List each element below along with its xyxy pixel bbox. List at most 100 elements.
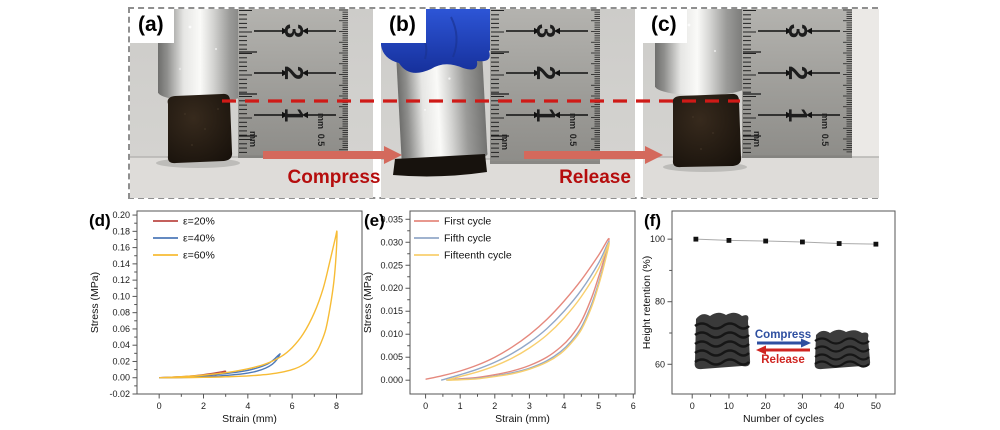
photo-panel-a: 3 2 1 mm mm 0.5 (a) — [130, 9, 373, 198]
ruler-mm-label-right: mm — [568, 113, 578, 129]
ruler-ticks — [239, 9, 348, 153]
photo-b-illustration: 3 2 1 mm mm 0.5 — [381, 9, 635, 198]
svg-text:0.04: 0.04 — [112, 340, 130, 350]
svg-text:6: 6 — [290, 401, 295, 411]
svg-text:0.20: 0.20 — [112, 210, 130, 220]
ruler-number-2: 2 — [279, 66, 309, 80]
svg-text:100: 100 — [650, 234, 665, 244]
svg-text:0.00: 0.00 — [112, 373, 130, 383]
svg-text:0.005: 0.005 — [380, 352, 403, 362]
svg-text:4: 4 — [245, 401, 250, 411]
svg-text:1: 1 — [458, 401, 463, 411]
svg-text:0.010: 0.010 — [380, 329, 403, 339]
svg-text:0.10: 0.10 — [112, 291, 130, 301]
ruler-half-mm-label: 0.5 — [568, 134, 578, 147]
ruler-number-3: 3 — [783, 24, 813, 38]
plot-frame — [136, 210, 363, 395]
svg-text:0.030: 0.030 — [380, 237, 403, 247]
series-curve — [159, 230, 338, 379]
data-point-square — [726, 238, 732, 243]
svg-text:30: 30 — [797, 401, 807, 411]
svg-text:0.015: 0.015 — [380, 306, 403, 316]
svg-text:Fifteenth cycle: Fifteenth cycle — [444, 250, 512, 262]
data-point-square — [873, 241, 879, 247]
panel-label-a: (a) — [130, 9, 174, 43]
svg-text:0.025: 0.025 — [380, 260, 403, 270]
photo-panel-b: 3 2 1 mm mm 0.5 (b) — [381, 9, 635, 198]
ruler-half-mm-label: 0.5 — [820, 134, 830, 147]
photo-panel-c: 3 2 1 mm mm 0.5 (c) — [643, 9, 879, 198]
plot-frame — [671, 210, 896, 395]
ruler-number-1: 1 — [531, 108, 561, 122]
aerogel-expanded-illustration — [694, 312, 751, 370]
svg-text:10: 10 — [724, 401, 734, 411]
ruler-mm-label-right: mm — [820, 113, 830, 129]
ruler-number-3: 3 — [531, 24, 561, 38]
foam-cube — [672, 93, 742, 168]
ruler-mm-label: mm — [500, 134, 510, 150]
ruler-mm-label: mm — [752, 131, 762, 147]
compression-schematic-inset: Compress Release — [694, 312, 871, 370]
svg-text:0: 0 — [423, 401, 428, 411]
chart-f-plot: 0 10 20 30 40 50 60 80 100 Number of cycles Height… — [641, 210, 896, 425]
x-axis-title: Strain (mm) — [495, 413, 550, 425]
steel-ruler: 3 2 1 mm mm 0.5 — [238, 9, 348, 158]
series-curve — [440, 240, 610, 381]
svg-text:2: 2 — [492, 401, 497, 411]
steel-ruler: 3 2 1 mm mm 0.5 — [742, 9, 852, 158]
ruler-mm-label-right: mm — [316, 113, 326, 129]
series-curve — [425, 237, 610, 381]
retention-line — [695, 238, 876, 245]
svg-text:0.08: 0.08 — [112, 308, 130, 318]
panel-label-e: (e) — [364, 211, 385, 230]
svg-text:0.035: 0.035 — [380, 214, 403, 224]
y-axis-title: Stress (MPa) — [362, 272, 374, 333]
panel-label-b: (b) — [381, 9, 426, 43]
aerogel-compressed-illustration — [814, 329, 871, 370]
chart-stress-strain-cycles: 0 1 2 3 4 5 6 0.000 0.005 0.010 0.015 0.020 0.025 0.0… — [360, 205, 645, 430]
ruler-number-3: 3 — [279, 24, 309, 38]
ruler-number-2: 2 — [531, 66, 561, 80]
legend: ε=20% ε=40% ε=60% — [153, 216, 215, 262]
svg-text:0.06: 0.06 — [112, 324, 130, 334]
plot-frame — [409, 210, 636, 395]
svg-text:ε=20%: ε=20% — [183, 216, 215, 228]
ruler-number-2: 2 — [783, 66, 813, 80]
data-point-square — [800, 239, 805, 245]
steel-ruler: 3 2 1 mm mm 0.5 — [490, 9, 600, 164]
ruler-ticks — [743, 9, 852, 153]
legend: First cycle Fifth cycle Fifteenth cycle — [414, 216, 512, 262]
series-curve — [446, 242, 610, 381]
svg-text:2: 2 — [201, 401, 206, 411]
svg-text:Fifth cycle: Fifth cycle — [444, 233, 491, 245]
svg-text:0.18: 0.18 — [112, 226, 130, 236]
bright-wall — [852, 9, 879, 157]
chart-e-plot: 0 1 2 3 4 5 6 0.000 0.005 0.010 0.015 0.020 0.025 0.0… — [362, 210, 636, 425]
data-point-square — [693, 236, 699, 242]
svg-text:ε=60%: ε=60% — [183, 250, 215, 262]
svg-text:20: 20 — [761, 401, 771, 411]
compressed-foam — [393, 154, 487, 177]
inset-compress-label: Compress — [755, 329, 811, 341]
svg-text:3: 3 — [527, 401, 532, 411]
series-group — [425, 237, 610, 381]
y-axis-title: Stress (MPa) — [89, 272, 101, 333]
svg-text:0.14: 0.14 — [112, 259, 130, 269]
svg-text:8: 8 — [334, 401, 339, 411]
data-point-square — [763, 238, 769, 244]
inset-compress-arrow-icon — [757, 338, 811, 348]
svg-text:50: 50 — [871, 401, 881, 411]
photo-a-illustration: 3 2 1 mm mm 0.5 — [130, 9, 373, 198]
svg-text:0.020: 0.020 — [380, 283, 403, 293]
svg-text:First cycle: First cycle — [444, 216, 491, 228]
series-group — [693, 236, 879, 247]
ruler-number-1: 1 — [279, 108, 309, 122]
ruler-half-mm-label: 0.5 — [316, 134, 326, 147]
svg-text:0: 0 — [157, 401, 162, 411]
svg-text:60: 60 — [655, 359, 665, 369]
svg-text:6: 6 — [631, 401, 636, 411]
y-axis-title: Height retention (%) — [641, 256, 653, 349]
chart-d-plot: 0 2 4 6 8 -0.02 0.00 0.02 0.04 0.06 0.08 0.10 0.12 0.… — [89, 210, 363, 425]
data-point-square — [836, 241, 842, 246]
